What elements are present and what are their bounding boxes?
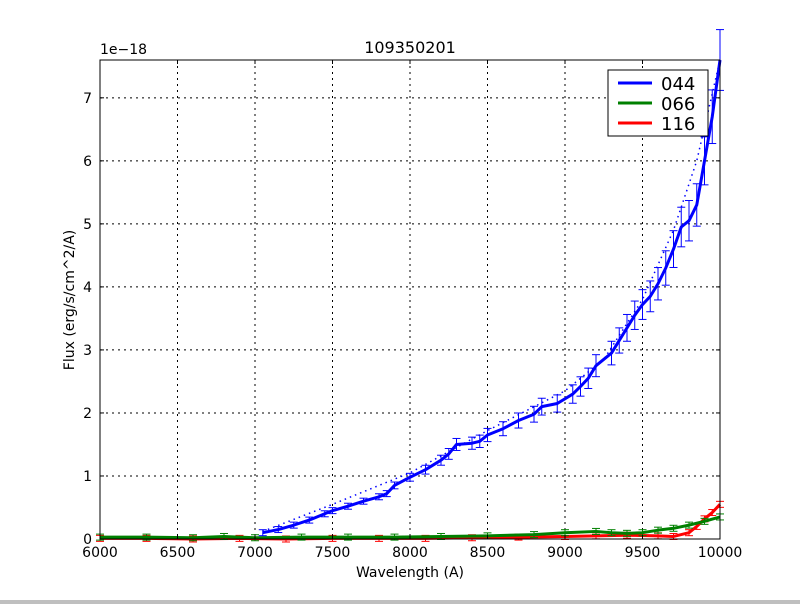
series-066 (96, 513, 724, 542)
legend-label: 066 (661, 94, 695, 115)
axis-ticks: 6000 6500 7000 7500 8000 8500 9000 9500 10000 0 1 2… (82, 60, 742, 561)
x-tick-label: 7000 (237, 545, 273, 561)
series-044 (258, 29, 724, 537)
x-axis-label: Wavelength (A) (356, 565, 464, 581)
x-tick-label: 9500 (625, 545, 661, 561)
x-tick-label: 10000 (698, 545, 743, 561)
y-tick-label: 6 (83, 154, 92, 170)
x-tick-label: 6000 (82, 545, 118, 561)
y-axis-label: Flux (erg/s/cm^2/A) (62, 230, 78, 370)
y-tick-label: 2 (83, 406, 92, 422)
y-tick-label: 1 (83, 469, 92, 485)
y-tick-label: 3 (83, 343, 92, 359)
y-offset-label: 1e−18 (100, 42, 147, 58)
legend-label: 044 (661, 74, 695, 95)
x-tick-label: 9000 (547, 545, 583, 561)
y-tick-label: 4 (83, 280, 92, 296)
model-fit-line (262, 59, 721, 533)
legend-label: 116 (661, 114, 695, 135)
grid-lines (100, 60, 720, 539)
chart-title: 109350201 (364, 38, 456, 57)
x-tick-label: 7500 (315, 545, 351, 561)
series-layer (96, 29, 724, 543)
series-line (100, 515, 721, 540)
x-tick-label: 8500 (470, 545, 506, 561)
series-line (262, 59, 722, 535)
y-tick-label: 5 (83, 217, 92, 233)
x-tick-label: 8000 (392, 545, 428, 561)
y-tick-label: 7 (83, 91, 92, 107)
y-tick-label: 0 (83, 532, 92, 548)
x-tick-label: 6500 (160, 545, 196, 561)
